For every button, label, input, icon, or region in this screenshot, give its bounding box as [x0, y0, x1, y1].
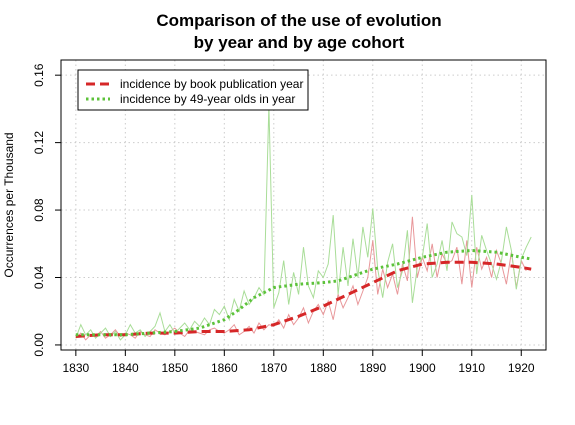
chart-title-line-2: by year and by age cohort [194, 33, 405, 52]
y-tick-label-0.00: 0.00 [32, 333, 46, 357]
raw-series [75, 105, 532, 341]
x-tick-label-1830: 1830 [62, 361, 89, 375]
x-tick-label-1890: 1890 [359, 361, 386, 375]
x-tick-label-1850: 1850 [161, 361, 188, 375]
x-tick-label-1860: 1860 [211, 361, 238, 375]
legend: incidence by book publication year incid… [77, 69, 309, 111]
x-tick-label-1840: 1840 [112, 361, 139, 375]
raw-line-cohort [75, 105, 532, 341]
axes: 1830 1840 1850 1860 1870 1880 1890 1900 1910 1920… [32, 63, 535, 375]
x-tick-label-1910: 1910 [458, 361, 485, 375]
x-tick-label-1920: 1920 [508, 361, 535, 375]
y-tick-label-0.04: 0.04 [32, 265, 46, 289]
x-tick-label-1880: 1880 [310, 361, 337, 375]
legend-label-book-publication-year: incidence by book publication year [120, 77, 303, 91]
y-axis-label: Occurrences per Thousand [2, 132, 16, 277]
x-tick-label-1900: 1900 [409, 361, 436, 375]
raw-line-book [75, 216, 527, 341]
smoothed-series [75, 248, 532, 338]
y-tick-label-0.12: 0.12 [32, 131, 46, 155]
grid [61, 60, 546, 350]
chart-title-line-1: Comparison of the use of evolution [156, 11, 441, 30]
legend-label-49-year-olds: incidence by 49-year olds in year [120, 92, 295, 106]
y-tick-label-0.16: 0.16 [32, 63, 46, 87]
x-tick-label-1870: 1870 [260, 361, 287, 375]
y-tick-label-0.08: 0.08 [32, 198, 46, 222]
legend-box [77, 69, 309, 111]
